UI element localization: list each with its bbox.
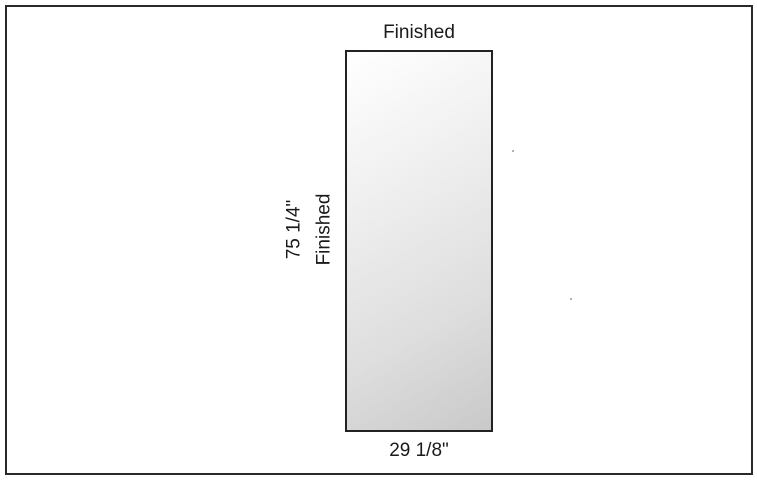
scan-speck — [570, 298, 572, 300]
height-dimension-label: 75 1/4" — [283, 199, 305, 260]
side-finished-label: Finished — [313, 193, 335, 266]
scan-speck — [512, 150, 514, 152]
top-finished-label: Finished — [383, 22, 455, 43]
width-dimension-label: 29 1/8" — [389, 440, 449, 461]
side-labels: 75 1/4" Finished — [276, 158, 336, 298]
panel-rectangle — [345, 50, 493, 432]
